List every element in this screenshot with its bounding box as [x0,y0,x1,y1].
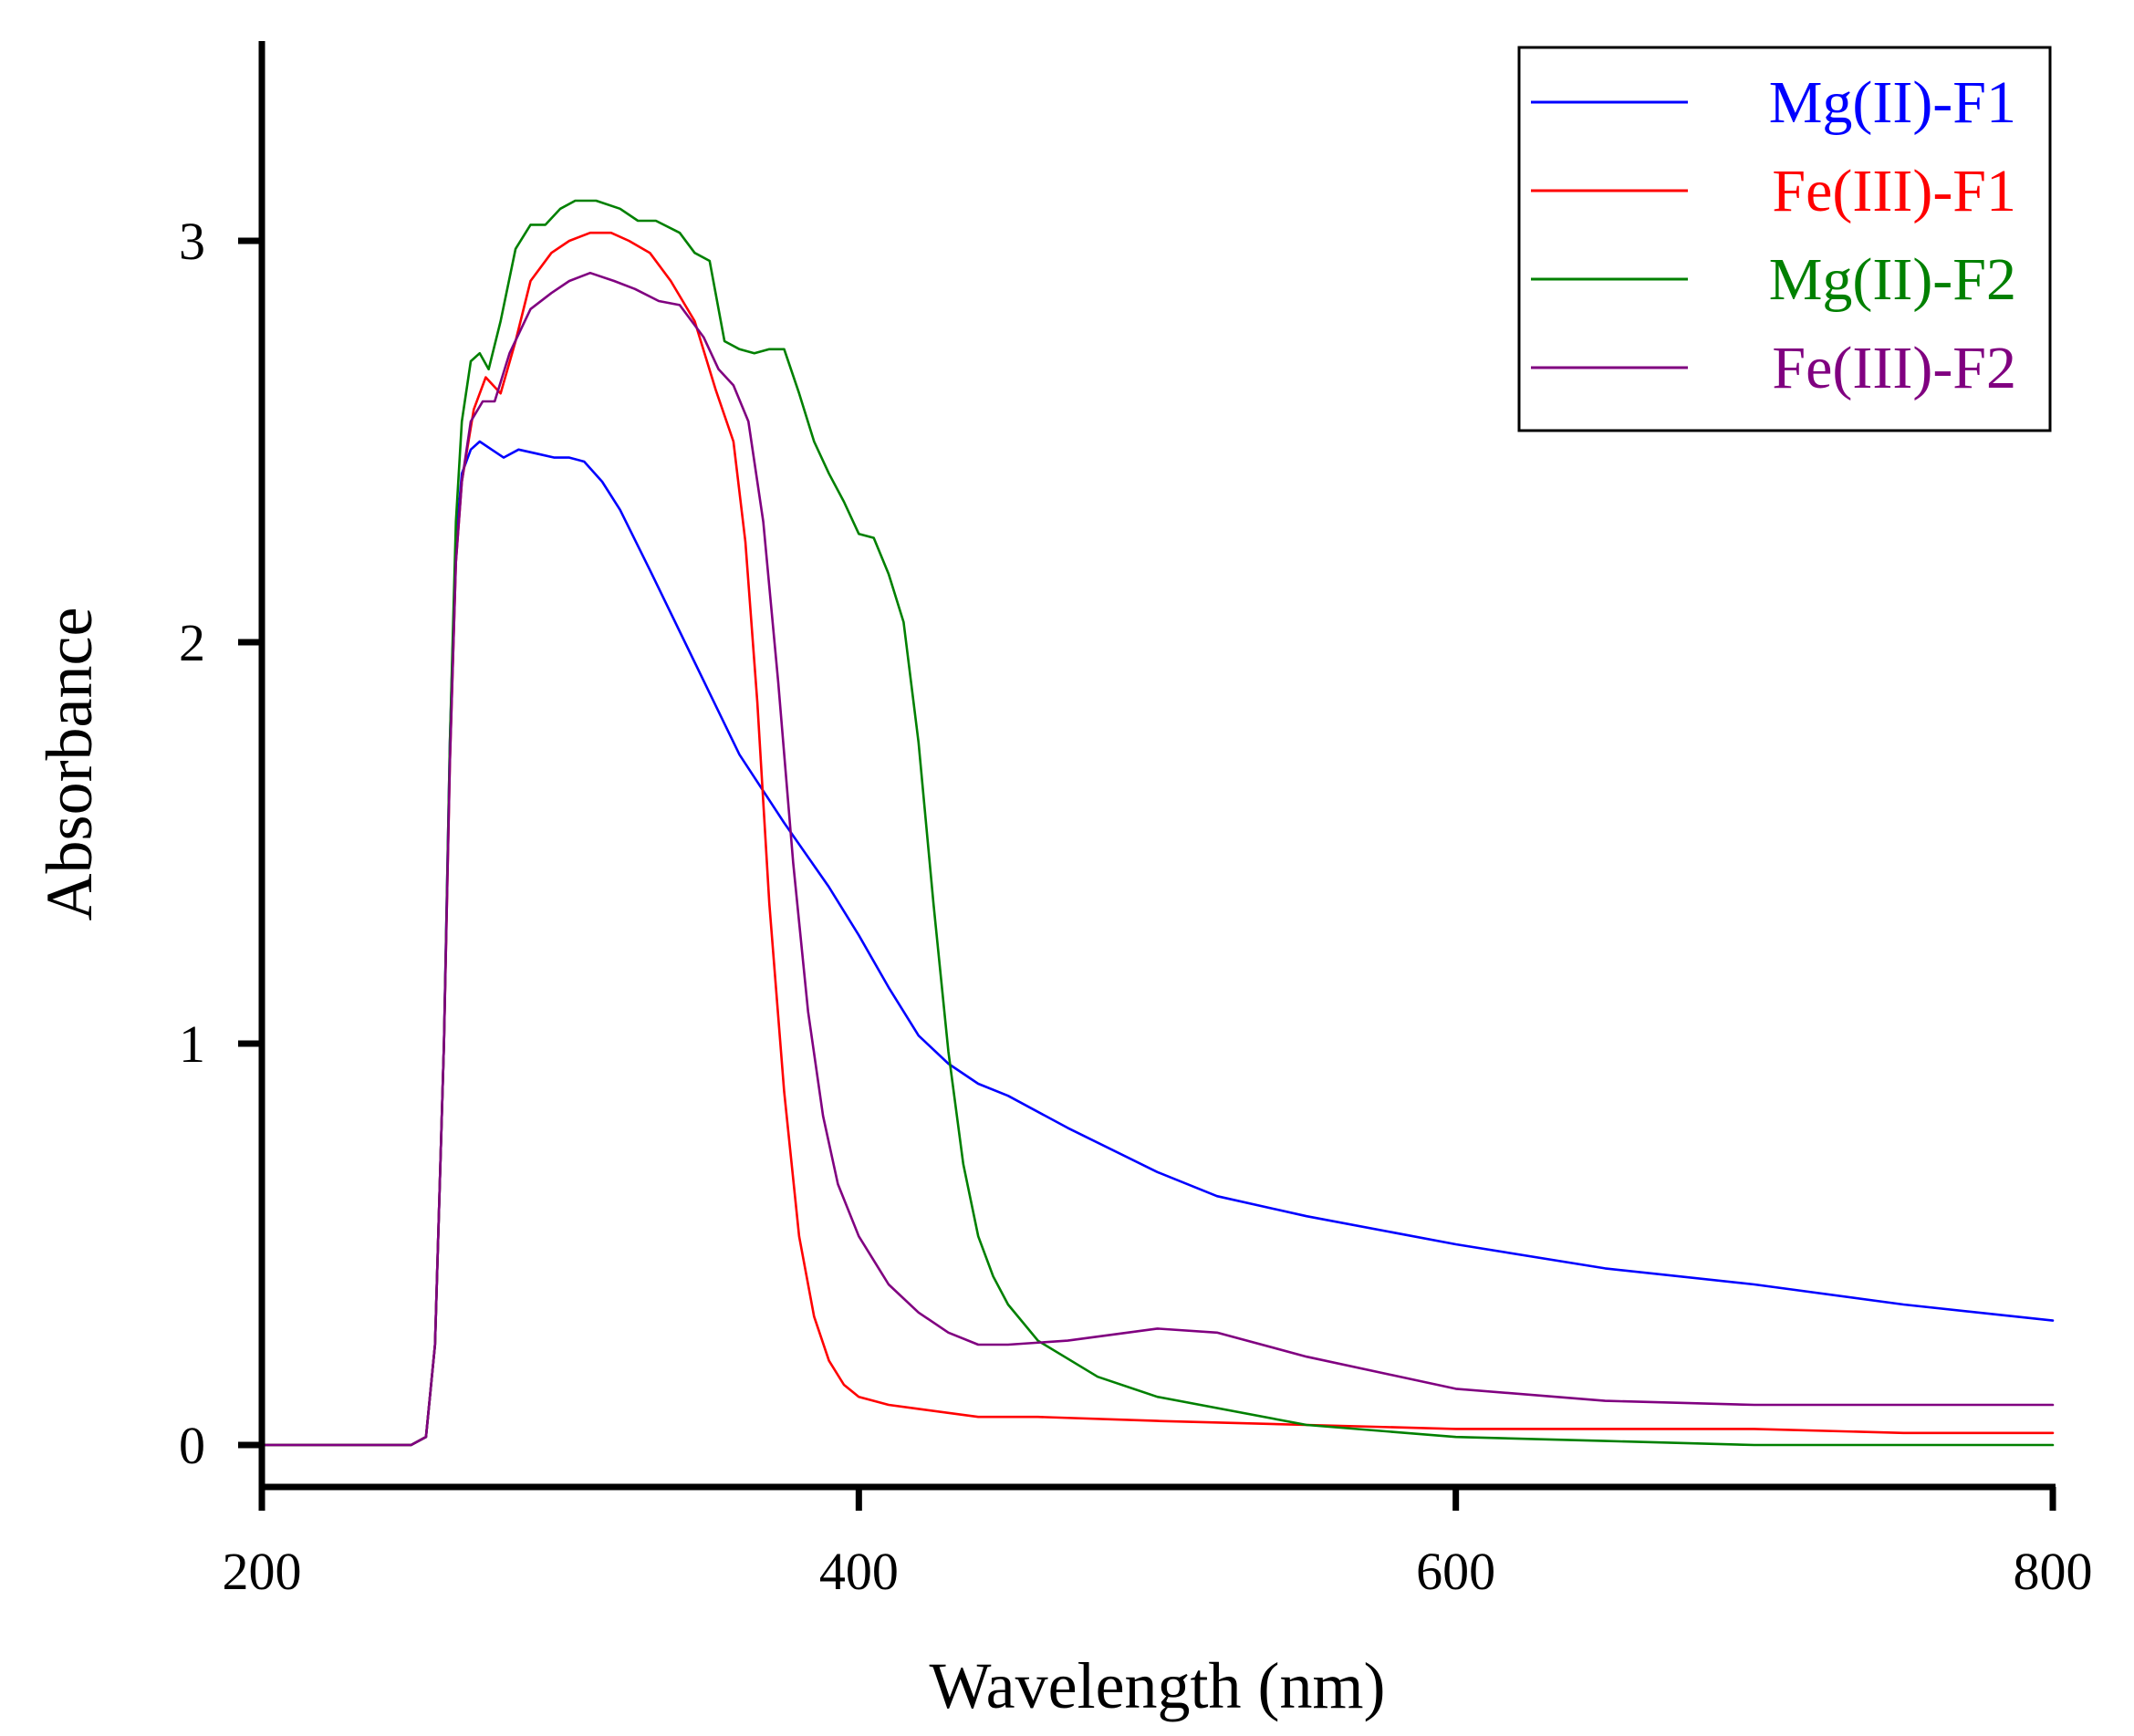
legend-label: Fe(III)-F2 [1772,335,2016,401]
x-tick-label: 600 [1416,1542,1495,1601]
legend-entry: Mg(II)-F2 [1531,246,2016,313]
x-axis-title: Wavelength (nm) [929,1649,1385,1722]
x-tick-label: 800 [2014,1542,2093,1601]
legend: Mg(II)-F1 Fe(III)-F1 Mg(II)-F2 Fe(III)-F… [1517,46,2052,432]
legend-label: Fe(III)-F1 [1772,158,2016,224]
ticks-layer: 200 400 600 800 0 1 2 3 [179,212,2093,1601]
series-line-mg-ii-f2 [260,199,2055,1447]
x-tick-label: 200 [223,1542,302,1601]
legend-label: Mg(II)-F1 [1769,69,2016,136]
legend-entry: Fe(III)-F1 [1531,158,2016,224]
legend-entry: Fe(III)-F2 [1531,335,2016,401]
legend-entry: Mg(II)-F1 [1531,69,2016,136]
y-axis-title: Absorbance [33,608,106,921]
y-tick-label: 3 [179,212,205,271]
axes-layer [258,41,2056,1491]
legend-label: Mg(II)-F2 [1769,246,2016,313]
y-tick-label: 0 [179,1416,205,1475]
y-tick-label: 2 [179,613,205,672]
series-layer [260,199,2055,1447]
y-tick-label: 1 [179,1014,205,1074]
series-line-fe-iii-f2 [260,271,2055,1447]
x-tick-label: 400 [819,1542,899,1601]
